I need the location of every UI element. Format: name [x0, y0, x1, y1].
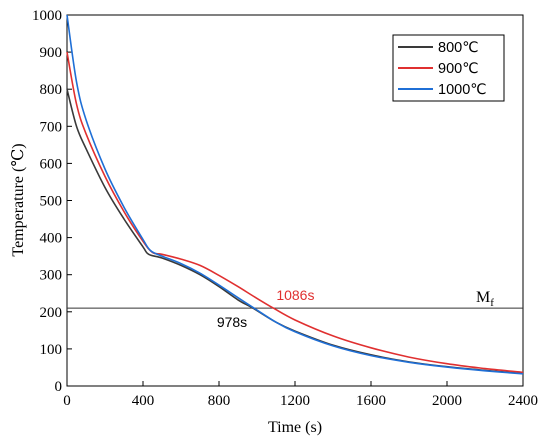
mf-reference-layer: Mf	[67, 289, 523, 309]
y-tick-label: 300	[40, 268, 63, 284]
legend-label: 1000℃	[438, 82, 487, 98]
x-tick-label: 400	[132, 393, 155, 409]
y-tick-label: 1000	[32, 8, 62, 24]
x-tick-label: 2000	[432, 393, 462, 409]
y-tick-label: 800	[40, 82, 63, 98]
y-tick-label: 0	[55, 379, 63, 395]
legend-item-800c: 800℃	[398, 40, 478, 56]
x-tick-label: 1600	[356, 393, 386, 409]
series-1000c-line	[66, 14, 524, 375]
annotation-layer: 1086s 978s	[217, 287, 315, 330]
legend: 800℃ 900℃ 1000℃	[392, 34, 505, 102]
y-tick-label: 100	[40, 342, 63, 358]
legend-item-900c: 900℃	[398, 61, 478, 77]
series-layer	[66, 14, 524, 375]
x-tick-label: 800	[208, 393, 231, 409]
mf-label: Mf	[476, 289, 494, 309]
annotation-1086s: 1086s	[276, 287, 314, 303]
y-axis-title: Temperature (℃)	[10, 143, 27, 256]
legend-label: 900℃	[438, 61, 478, 77]
legend-item-1000c: 1000℃	[398, 82, 487, 98]
x-axis-ticks: 0 400 800 1200 1600 2000 2400	[63, 381, 538, 409]
x-tick-label: 0	[63, 393, 71, 409]
y-tick-label: 600	[40, 156, 63, 172]
series-900c-line	[66, 51, 524, 374]
x-tick-label: 2400	[508, 393, 538, 409]
y-axis-ticks: 0 100 200 300 400 500 600 700 800 900 1000	[32, 8, 72, 395]
x-tick-label: 1200	[280, 393, 310, 409]
legend-label: 800℃	[438, 40, 478, 56]
annotation-978s: 978s	[217, 314, 247, 330]
y-tick-label: 500	[40, 194, 63, 210]
y-tick-label: 900	[40, 45, 63, 61]
y-tick-label: 400	[40, 231, 63, 247]
y-tick-label: 700	[40, 119, 63, 135]
x-axis-title: Time (s)	[268, 419, 322, 436]
y-tick-label: 200	[40, 305, 63, 321]
